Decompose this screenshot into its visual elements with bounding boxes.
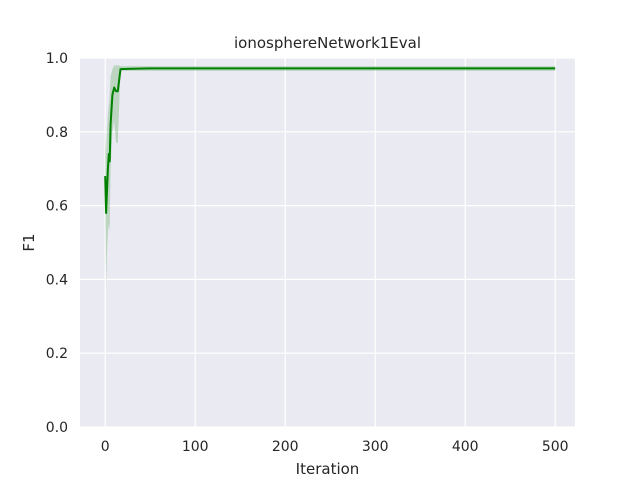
y-tick-label: 0.0	[46, 420, 68, 436]
y-tick-label: 0.8	[46, 125, 68, 141]
y-axis-label: F1	[20, 233, 38, 251]
y-tick-label: 0.2	[46, 346, 68, 362]
x-tick-label: 200	[272, 439, 299, 455]
y-tick-label: 1.0	[46, 51, 68, 67]
grid-layer	[80, 57, 575, 428]
x-tick-label: 400	[452, 439, 479, 455]
series-line	[104, 67, 556, 214]
x-axis-label: Iteration	[296, 460, 360, 478]
series-line-layer	[104, 67, 556, 214]
x-tick-label: 100	[182, 439, 209, 455]
y-tick-label: 0.6	[46, 199, 68, 215]
tick-labels-layer: 0 100 200 300 400 500 0.0 0.2 0.4 0.6 0.8 1.0	[46, 51, 569, 455]
y-tick-label: 0.4	[46, 272, 68, 288]
x-tick-label: 500	[542, 439, 569, 455]
x-tick-label: 300	[362, 439, 389, 455]
plot-background	[80, 58, 575, 427]
x-tick-label: 0	[101, 439, 110, 455]
chart-title: ionosphereNetwork1Eval	[234, 34, 421, 52]
